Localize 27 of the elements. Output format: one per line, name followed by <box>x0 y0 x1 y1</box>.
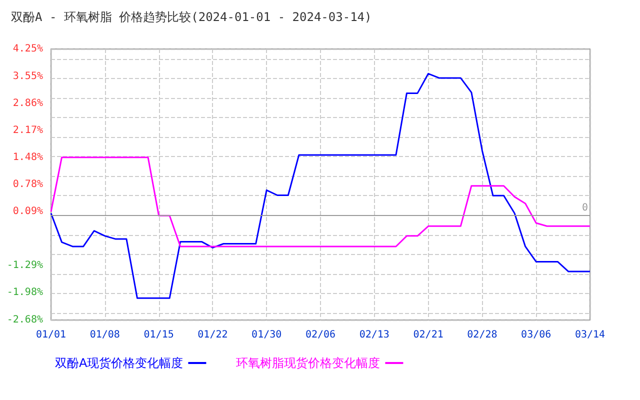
x-tick-label: 01/08 <box>90 330 120 340</box>
ref-line-label: 0 <box>582 202 588 214</box>
y-tick-label: 4.25% <box>12 44 43 54</box>
x-tick-label: 02/28 <box>467 330 498 340</box>
x-tick-label: 01/01 <box>36 330 66 340</box>
y-tick-label: 0.78% <box>12 179 43 190</box>
x-tick-label: 01/22 <box>198 330 228 340</box>
y-tick-label: 3.55% <box>12 70 43 82</box>
y-tick-label: -2.68% <box>6 314 43 326</box>
x-tick-label: 02/21 <box>413 330 444 340</box>
line-series <box>50 72 591 299</box>
y-tick-label: -1.29% <box>6 260 43 272</box>
line-series <box>50 156 591 248</box>
y-tick-label: -1.98% <box>6 287 43 298</box>
chart-title: 双酚A - 环氧树脂 价格趋势比较(2024-01-01 - 2024-03-14) <box>11 10 372 24</box>
y-tick-label: 0.09% <box>12 206 43 218</box>
x-tick-label: 03/06 <box>521 330 552 340</box>
legend-label: 双酚A现货价格变化幅度 <box>54 356 184 370</box>
x-tick-label: 01/30 <box>252 330 282 340</box>
x-tick-label: 02/06 <box>305 330 336 340</box>
y-tick-label: 1.48% <box>12 152 43 163</box>
x-tick-label: 03/14 <box>574 330 606 340</box>
x-tick-label: 02/13 <box>359 330 390 340</box>
y-tick-label: 2.86% <box>12 98 43 109</box>
y-tick-label: 2.17% <box>12 124 43 136</box>
legend-label: 环氧树脂现货价格变化幅度 <box>236 356 380 370</box>
x-tick-label: 01/15 <box>144 330 174 340</box>
